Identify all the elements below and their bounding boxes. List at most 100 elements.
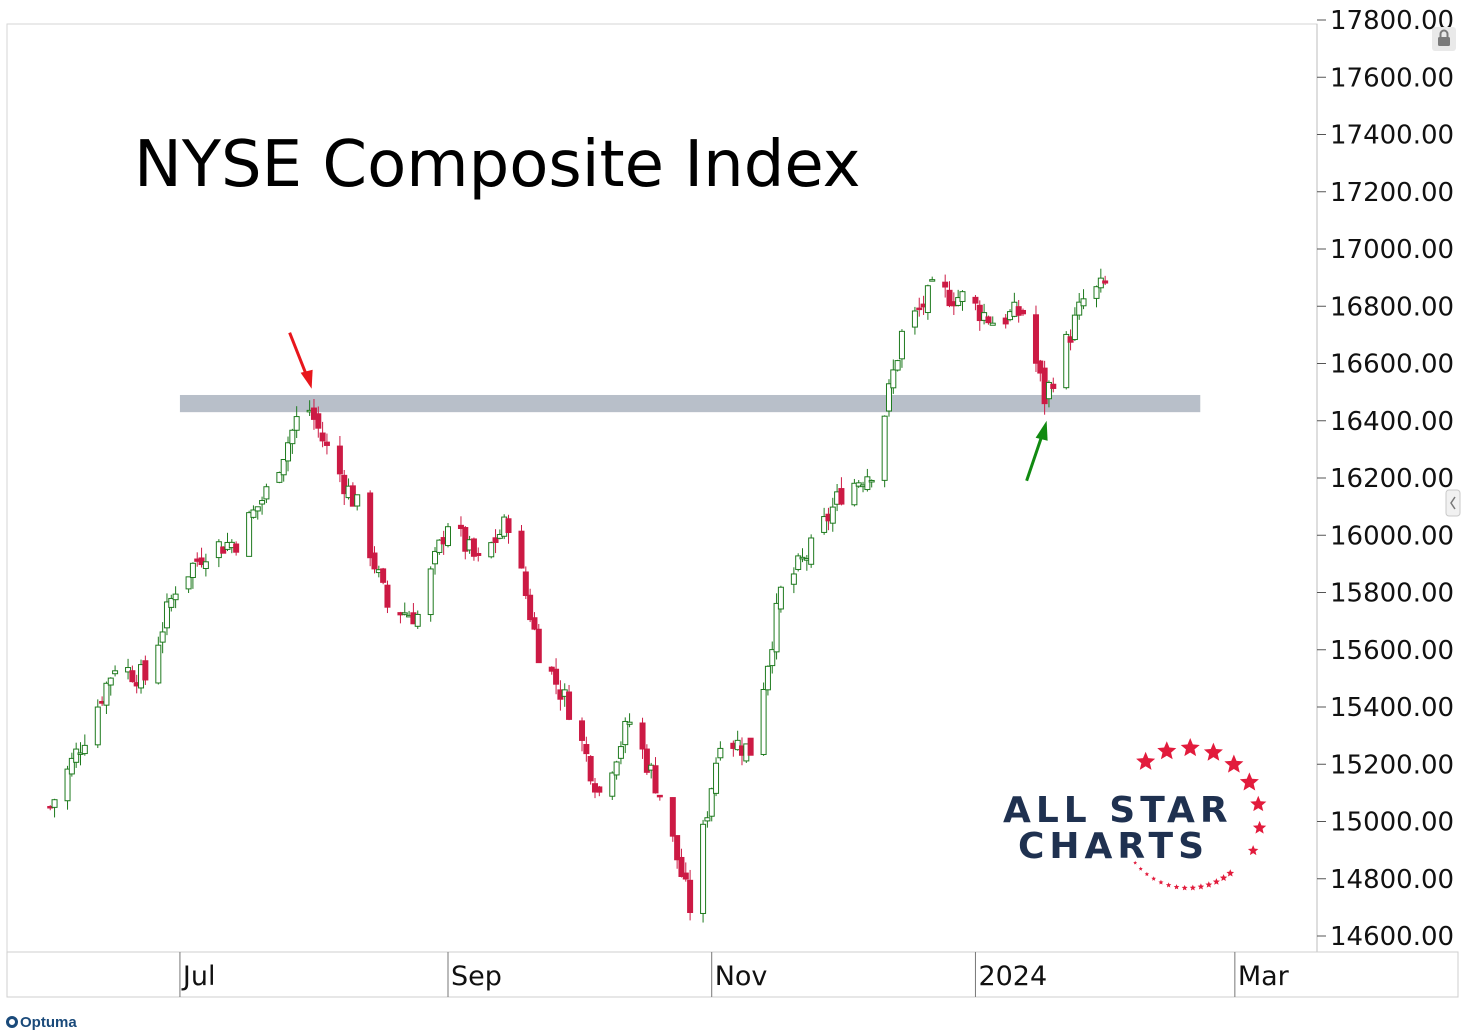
panel-collapse-handle[interactable] <box>1445 489 1461 517</box>
candle-up <box>250 509 257 518</box>
candle-up <box>760 689 767 755</box>
candle-down <box>457 524 464 530</box>
candle-down <box>579 720 586 741</box>
logo-star <box>1219 874 1228 882</box>
candle-down <box>583 744 590 755</box>
candle-down <box>566 691 573 720</box>
y-tick-label: 17000.00 <box>1330 235 1454 265</box>
logo-star <box>1250 795 1267 812</box>
candle-up <box>427 568 434 616</box>
y-tick-label: 16200.00 <box>1330 464 1454 494</box>
candle-up <box>172 593 179 601</box>
candle-down <box>656 794 663 798</box>
candle-up <box>704 817 711 822</box>
y-axis-ticks: 17800.0017600.0017400.0017200.0017000.00… <box>1317 6 1454 952</box>
candle-up <box>163 601 170 629</box>
candle-up <box>289 429 296 445</box>
candle-up <box>609 772 616 797</box>
candle-down <box>527 594 534 621</box>
logo-star <box>1226 869 1235 877</box>
candle-up <box>795 555 802 570</box>
candle-up <box>1063 333 1070 389</box>
candle-up <box>107 677 114 686</box>
logo-star <box>1138 866 1143 871</box>
candle-up <box>159 631 166 643</box>
candle-down <box>1050 383 1057 389</box>
candle-up <box>73 748 80 763</box>
candle-up <box>168 597 175 608</box>
candle-down <box>220 546 227 554</box>
candle-up <box>280 459 287 476</box>
candle-up <box>885 383 892 412</box>
candle-up <box>185 576 192 590</box>
candle-down <box>596 786 603 793</box>
logo-star <box>1205 881 1213 888</box>
candle-up <box>713 762 720 794</box>
candle-up <box>717 747 724 759</box>
candle-down <box>669 797 676 837</box>
candle-up <box>734 739 741 751</box>
logo-star <box>1239 772 1259 791</box>
candle-down <box>522 571 529 597</box>
logo-star <box>1203 742 1223 761</box>
candle-up <box>829 506 836 524</box>
candle-down <box>319 432 326 442</box>
candle-down <box>142 660 149 681</box>
lock-icon[interactable] <box>1432 27 1456 51</box>
y-tick-label: 15400.00 <box>1330 693 1454 723</box>
candle-down <box>1032 314 1039 364</box>
candle-up <box>488 542 495 558</box>
candle-up <box>855 482 862 487</box>
logo-star <box>1158 879 1164 885</box>
candle-down <box>531 617 538 630</box>
candle-down <box>687 879 694 913</box>
candle-up <box>276 472 283 483</box>
candle-down <box>505 518 512 534</box>
candle-down <box>475 553 482 556</box>
candle-up <box>1045 381 1052 400</box>
y-tick-label: 16400.00 <box>1330 407 1454 437</box>
candle-up <box>1071 314 1078 341</box>
x-axis-ticks: Jul Sep Nov 2024 Mar <box>179 952 1290 997</box>
candle-up <box>626 721 633 725</box>
optuma-brand: Optuma <box>6 1013 77 1031</box>
candle-up <box>125 667 132 673</box>
candle-up <box>254 506 261 512</box>
green-arrow-shaft <box>1025 430 1046 482</box>
candle-down <box>470 538 477 557</box>
y-tick-label: 17400.00 <box>1330 121 1454 151</box>
candle-up <box>959 291 966 302</box>
candle-down <box>535 628 542 664</box>
candle-down <box>674 835 681 861</box>
green-arrow-head <box>1035 420 1048 441</box>
candle-down <box>838 488 845 505</box>
logo-star <box>1224 754 1244 773</box>
logo-star <box>1197 883 1205 890</box>
candle-up <box>68 757 75 775</box>
candle-up <box>263 486 270 500</box>
candle-up <box>293 416 300 431</box>
candle-up <box>259 500 266 505</box>
x-tick-label: Mar <box>1238 961 1290 992</box>
candle-up <box>890 369 897 389</box>
annotation-arrows <box>288 332 1048 482</box>
candle-up <box>851 482 858 506</box>
candle-down <box>371 552 378 570</box>
logo-star <box>1252 820 1267 834</box>
candle-up <box>821 516 828 533</box>
logo-stars <box>1133 738 1267 891</box>
candle-down <box>1102 280 1109 284</box>
candle-up <box>924 285 931 314</box>
candle-down <box>380 568 387 583</box>
candle-down <box>384 584 391 608</box>
y-tick-label: 15600.00 <box>1330 636 1454 666</box>
logo-star <box>1212 878 1220 885</box>
candle-down <box>972 296 979 304</box>
y-tick-label: 15000.00 <box>1330 808 1454 838</box>
candle-down <box>652 765 659 794</box>
candle-down <box>341 474 348 495</box>
candle-up <box>881 415 888 481</box>
candle-up <box>354 494 361 507</box>
candle-down <box>942 281 949 288</box>
x-axis-panel <box>6 951 1459 998</box>
